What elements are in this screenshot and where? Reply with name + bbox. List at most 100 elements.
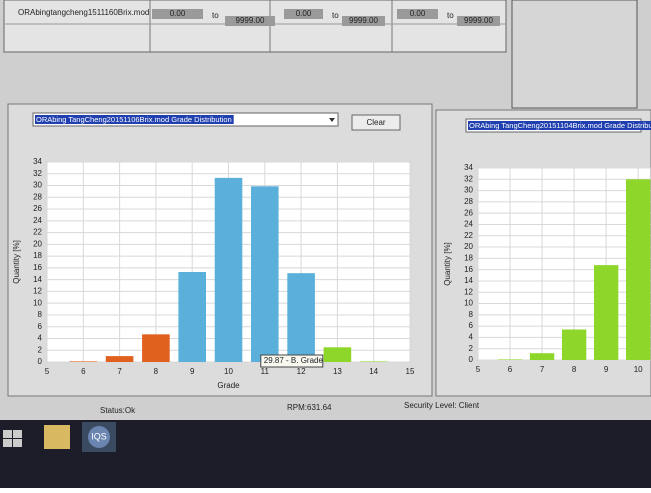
plot-area <box>477 167 651 361</box>
bar <box>251 186 279 362</box>
range-to: 9999.00 <box>236 16 265 25</box>
title-highlight <box>35 115 234 124</box>
y-tick-label: 0 <box>469 355 474 364</box>
y-tick-label: 34 <box>464 163 473 172</box>
range-to-box <box>225 16 275 26</box>
y-tick-label: 6 <box>469 321 474 330</box>
y-tick-label: 20 <box>464 242 473 251</box>
y-tick-label: 2 <box>38 345 43 354</box>
y-tick-label: 6 <box>38 322 43 331</box>
y-axis-label: Quantity [%] <box>443 242 452 286</box>
chart-title: ORAbing TangCheng20151104Brix.mod Grade … <box>469 121 651 130</box>
bar <box>69 361 98 362</box>
y-tick-label: 14 <box>33 275 42 284</box>
start-tile <box>3 430 12 438</box>
y-tick-label: 10 <box>464 299 473 308</box>
start-tile <box>13 430 22 438</box>
bar <box>359 361 388 362</box>
app-icon <box>88 426 110 448</box>
security-text: Security Level: Client <box>404 401 480 410</box>
bar <box>593 265 619 360</box>
chart-title: ORAbing TangCheng20151106Brix.mod Grade … <box>36 115 232 124</box>
y-tick-label: 28 <box>464 197 473 206</box>
x-tick-label: 7 <box>117 367 122 376</box>
y-tick-label: 8 <box>469 310 474 319</box>
x-tick-label: 6 <box>81 367 86 376</box>
y-tick-label: 8 <box>38 310 43 319</box>
range-from-box <box>152 9 203 19</box>
bar <box>178 272 206 362</box>
x-tick-label: 5 <box>476 365 481 374</box>
range-to: 9999.00 <box>349 16 378 25</box>
x-tick-label: 10 <box>224 367 233 376</box>
file-name: ORAbingtangcheng1511160Brix.mod <box>18 8 149 17</box>
tooltip-box <box>260 354 324 368</box>
y-tick-label: 24 <box>464 220 473 229</box>
bar <box>529 353 555 360</box>
y-tick-label: 12 <box>33 287 42 296</box>
clear-button[interactable] <box>351 114 401 131</box>
clear-label: Clear <box>366 118 385 127</box>
start-tile <box>3 439 12 447</box>
rpm-text: RPM:631.64 <box>287 403 332 412</box>
x-tick-label: 13 <box>333 367 342 376</box>
y-tick-label: 12 <box>464 287 473 296</box>
dropdown-arrow <box>329 118 335 122</box>
x-tick-label: 15 <box>406 367 415 376</box>
y-tick-label: 32 <box>464 174 473 183</box>
y-tick-label: 30 <box>33 181 42 190</box>
range-from: 0.00 <box>170 9 186 18</box>
start-button[interactable] <box>3 430 22 447</box>
y-axis-label: Quantity [%] <box>12 240 21 284</box>
bar <box>561 329 587 360</box>
start-tile <box>13 439 22 447</box>
y-tick-label: 0 <box>38 357 43 366</box>
range-to-box <box>457 16 500 26</box>
y-tick-label: 2 <box>469 344 474 353</box>
y-tick-label: 22 <box>33 228 42 237</box>
x-tick-label: 8 <box>572 365 577 374</box>
y-tick-label: 4 <box>469 333 474 342</box>
status-text: Status:Ok <box>100 406 136 415</box>
range-from-box <box>397 9 438 19</box>
app-label: IQS <box>91 431 107 441</box>
range-sep: to <box>447 11 454 20</box>
y-tick-label: 22 <box>464 231 473 240</box>
x-tick-label: 11 <box>261 367 270 376</box>
bar <box>497 359 523 360</box>
bar <box>626 179 651 360</box>
x-tick-label: 12 <box>297 367 306 376</box>
x-tick-label: 9 <box>604 365 609 374</box>
y-tick-label: 18 <box>464 253 473 262</box>
y-tick-label: 16 <box>464 265 473 274</box>
y-tick-label: 28 <box>33 192 42 201</box>
y-tick-label: 26 <box>33 204 42 213</box>
range-from-box <box>284 9 323 19</box>
y-tick-label: 32 <box>33 169 42 178</box>
range-sep: to <box>212 11 219 20</box>
x-tick-label: 9 <box>190 367 195 376</box>
y-tick-label: 30 <box>464 186 473 195</box>
bar <box>287 273 315 362</box>
y-tick-label: 34 <box>33 157 42 166</box>
range-sep: to <box>332 11 339 20</box>
y-tick-label: 18 <box>33 251 42 260</box>
range-to-box <box>342 16 385 26</box>
range-to: 9999.00 <box>464 16 493 25</box>
x-tick-label: 7 <box>540 365 545 374</box>
x-tick-label: 10 <box>634 365 643 374</box>
range-from: 0.00 <box>296 9 312 18</box>
bar <box>105 356 134 362</box>
bar <box>323 347 352 362</box>
x-tick-label: 8 <box>154 367 159 376</box>
bar <box>142 334 170 362</box>
y-tick-label: 20 <box>33 239 42 248</box>
bar <box>214 177 243 362</box>
y-tick-label: 24 <box>33 216 42 225</box>
y-tick-label: 14 <box>464 276 473 285</box>
x-axis-label: Grade <box>217 381 240 390</box>
y-tick-label: 10 <box>33 298 42 307</box>
explorer-icon[interactable] <box>44 425 70 449</box>
x-tick-label: 6 <box>508 365 513 374</box>
